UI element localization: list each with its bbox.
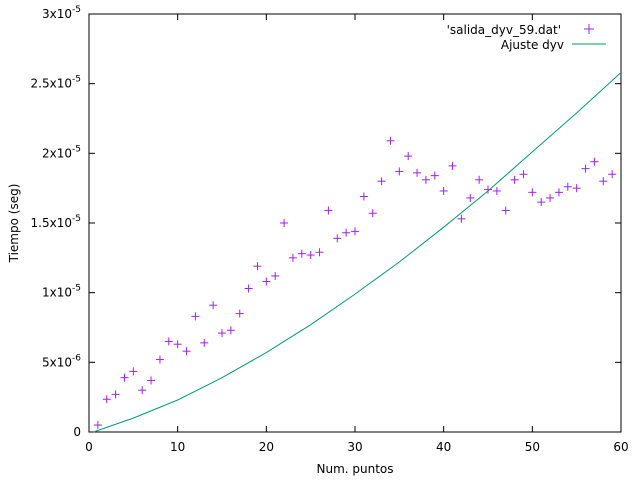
- data-point: [554, 188, 563, 197]
- y-tick-exponent: -5: [72, 75, 81, 85]
- y-tick-label: 1.5x10-5: [31, 214, 81, 230]
- data-point: [288, 253, 297, 262]
- y-tick-exponent: -5: [72, 144, 81, 154]
- x-tick-label: 40: [436, 440, 451, 454]
- y-tick-label: 2x10-5: [42, 144, 81, 160]
- data-point: [218, 329, 226, 338]
- data-point: [475, 175, 484, 184]
- x-axis-ticks: 0 10 20 30 40 50 60: [85, 14, 629, 454]
- y-tick-mantissa: 0: [73, 425, 81, 439]
- data-point: [93, 421, 102, 430]
- data-point: [421, 175, 430, 184]
- legend-marker-plus: [584, 24, 594, 34]
- data-point: [164, 337, 173, 346]
- data-point: [581, 164, 590, 173]
- data-point: [235, 309, 244, 318]
- data-point: [563, 182, 572, 191]
- y-tick-exponent: -5: [72, 214, 81, 224]
- data-point: [448, 161, 457, 170]
- data-point: [457, 214, 466, 223]
- data-point: [209, 301, 218, 310]
- data-point: [466, 193, 475, 202]
- data-point: [546, 193, 555, 202]
- x-tick-label: 10: [170, 440, 185, 454]
- data-point: [324, 206, 333, 215]
- data-point: [262, 277, 271, 286]
- data-point: [519, 170, 528, 179]
- y-tick-label: 3x10-5: [42, 5, 81, 21]
- fit-curve-layer: [93, 72, 622, 433]
- data-point: [120, 373, 129, 382]
- data-point: [244, 284, 253, 293]
- legend-label-series-1: 'salida_dyv_59.dat': [447, 23, 561, 37]
- data-point: [342, 228, 351, 237]
- data-point: [359, 192, 368, 201]
- y-tick-mantissa: 1x10: [42, 286, 72, 300]
- data-point: [182, 347, 191, 356]
- data-point: [253, 262, 262, 271]
- y-tick-label: 0: [73, 425, 81, 439]
- data-point: [413, 168, 422, 177]
- data-point: [297, 249, 306, 258]
- data-point: [368, 209, 377, 218]
- data-point: [386, 136, 395, 145]
- y-tick-exponent: -5: [72, 5, 81, 15]
- data-point: [333, 234, 342, 243]
- y-tick-mantissa: 5x10: [42, 355, 72, 369]
- legend: 'salida_dyv_59.dat' Ajuste dyv: [447, 23, 606, 52]
- y-tick-mantissa: 3x10: [42, 7, 72, 21]
- data-point: [173, 340, 182, 349]
- x-tick-label: 50: [525, 440, 540, 454]
- data-point: [590, 157, 599, 166]
- scatter-points-layer: [93, 136, 617, 430]
- y-tick-label: 1x10-5: [42, 284, 81, 300]
- x-tick-label: 60: [613, 440, 628, 454]
- data-point: [572, 184, 581, 193]
- y-tick-label: 2.5x10-5: [31, 75, 81, 91]
- data-point: [395, 167, 404, 176]
- y-tick-mantissa: 2.5x10: [31, 77, 72, 91]
- x-tick-label: 30: [347, 440, 362, 454]
- data-point: [351, 227, 359, 236]
- data-point: [226, 326, 235, 335]
- data-point: [599, 177, 608, 186]
- data-point: [439, 186, 448, 195]
- data-point: [528, 188, 537, 197]
- y-tick-mantissa: 2x10: [42, 146, 72, 160]
- y-tick-mantissa: 1.5x10: [31, 216, 72, 230]
- x-tick-label: 0: [85, 440, 93, 454]
- data-point: [111, 390, 120, 399]
- y-tick-label: 5x10-6: [42, 353, 81, 369]
- y-axis-ticks: 05x10-61x10-51.5x10-52x10-52.5x10-53x10-…: [31, 5, 621, 439]
- data-point: [271, 271, 280, 280]
- data-point: [377, 177, 386, 186]
- fit-curve-line: [93, 72, 622, 433]
- data-point: [501, 206, 510, 215]
- data-point: [608, 170, 617, 179]
- data-point: [138, 386, 147, 395]
- data-point: [147, 376, 156, 385]
- data-point: [315, 248, 324, 257]
- data-point: [430, 171, 439, 180]
- legend-label-series-2: Ajuste dyv: [501, 38, 564, 52]
- data-point: [200, 338, 209, 347]
- data-point: [129, 367, 138, 376]
- data-point: [155, 355, 164, 364]
- x-axis-label: Num. puntos: [316, 462, 393, 476]
- data-point: [404, 152, 413, 161]
- data-point: [484, 185, 492, 194]
- y-tick-exponent: -6: [72, 353, 81, 363]
- data-point: [306, 251, 315, 260]
- y-axis-label: Tiempo (seg): [7, 184, 21, 264]
- data-point: [492, 186, 501, 195]
- data-point: [191, 312, 200, 321]
- data-point: [537, 198, 546, 207]
- x-tick-label: 20: [259, 440, 274, 454]
- y-tick-exponent: -5: [72, 284, 81, 294]
- data-point: [102, 395, 111, 404]
- plot-border: [88, 13, 622, 433]
- data-point: [510, 175, 519, 184]
- data-point: [280, 219, 289, 227]
